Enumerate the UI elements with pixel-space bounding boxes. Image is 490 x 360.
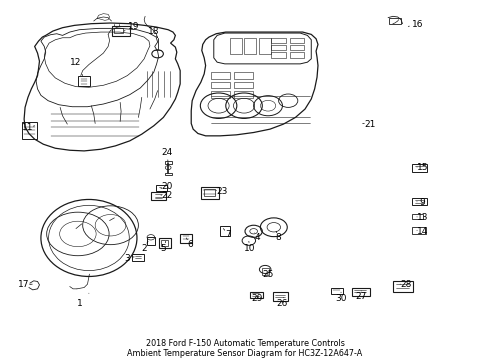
Text: 3: 3 [124,253,134,262]
Text: 4: 4 [254,233,260,243]
Text: 28: 28 [400,280,412,289]
Text: 8: 8 [276,231,281,243]
Text: 18: 18 [148,27,160,38]
Text: 27: 27 [356,291,367,301]
Text: 10: 10 [244,241,256,252]
Text: 23: 23 [216,186,228,195]
Text: 30: 30 [335,292,347,303]
Text: 2018 Ford F-150 Automatic Temperature Controls
Ambient Temperature Sensor Diagra: 2018 Ford F-150 Automatic Temperature Co… [127,339,363,358]
Text: 24: 24 [162,148,173,162]
Text: 22: 22 [161,190,173,199]
Text: 5: 5 [161,241,166,252]
Text: 26: 26 [277,298,288,308]
Text: 11: 11 [22,123,35,132]
Text: 6: 6 [186,238,193,249]
Text: 1: 1 [76,293,89,308]
Text: 15: 15 [417,163,428,172]
Text: 19: 19 [124,22,139,31]
Text: 29: 29 [251,294,263,303]
Text: 9: 9 [417,198,425,207]
Text: 14: 14 [417,227,428,236]
Text: 21: 21 [363,120,375,129]
Text: 2: 2 [141,241,148,252]
Text: 17: 17 [18,280,32,289]
Text: 13: 13 [417,213,428,222]
Text: 16: 16 [408,20,424,29]
Text: 12: 12 [70,58,83,76]
Text: 25: 25 [262,270,274,279]
Text: 7: 7 [223,229,231,239]
Text: 20: 20 [161,181,173,190]
